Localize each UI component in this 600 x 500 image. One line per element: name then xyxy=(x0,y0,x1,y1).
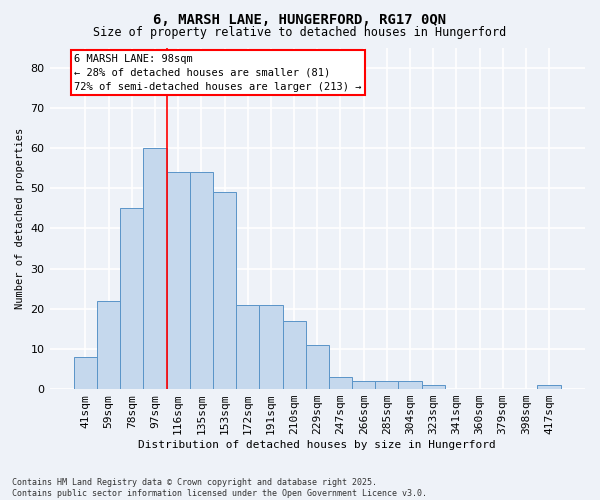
Bar xyxy=(190,172,213,389)
Bar xyxy=(305,345,329,389)
Bar xyxy=(143,148,167,389)
Bar xyxy=(352,381,375,389)
Bar xyxy=(97,300,120,389)
Bar xyxy=(283,321,305,389)
Text: Size of property relative to detached houses in Hungerford: Size of property relative to detached ho… xyxy=(94,26,506,39)
Bar xyxy=(259,304,283,389)
Text: Contains HM Land Registry data © Crown copyright and database right 2025.
Contai: Contains HM Land Registry data © Crown c… xyxy=(12,478,427,498)
Bar xyxy=(236,304,259,389)
Bar xyxy=(422,385,445,389)
Bar xyxy=(74,357,97,389)
Text: 6, MARSH LANE, HUNGERFORD, RG17 0QN: 6, MARSH LANE, HUNGERFORD, RG17 0QN xyxy=(154,12,446,26)
Y-axis label: Number of detached properties: Number of detached properties xyxy=(15,128,25,309)
X-axis label: Distribution of detached houses by size in Hungerford: Distribution of detached houses by size … xyxy=(139,440,496,450)
Text: 6 MARSH LANE: 98sqm
← 28% of detached houses are smaller (81)
72% of semi-detach: 6 MARSH LANE: 98sqm ← 28% of detached ho… xyxy=(74,54,362,92)
Bar xyxy=(538,385,560,389)
Bar xyxy=(167,172,190,389)
Bar xyxy=(329,377,352,389)
Bar xyxy=(213,192,236,389)
Bar xyxy=(375,381,398,389)
Bar xyxy=(398,381,422,389)
Bar xyxy=(120,208,143,389)
